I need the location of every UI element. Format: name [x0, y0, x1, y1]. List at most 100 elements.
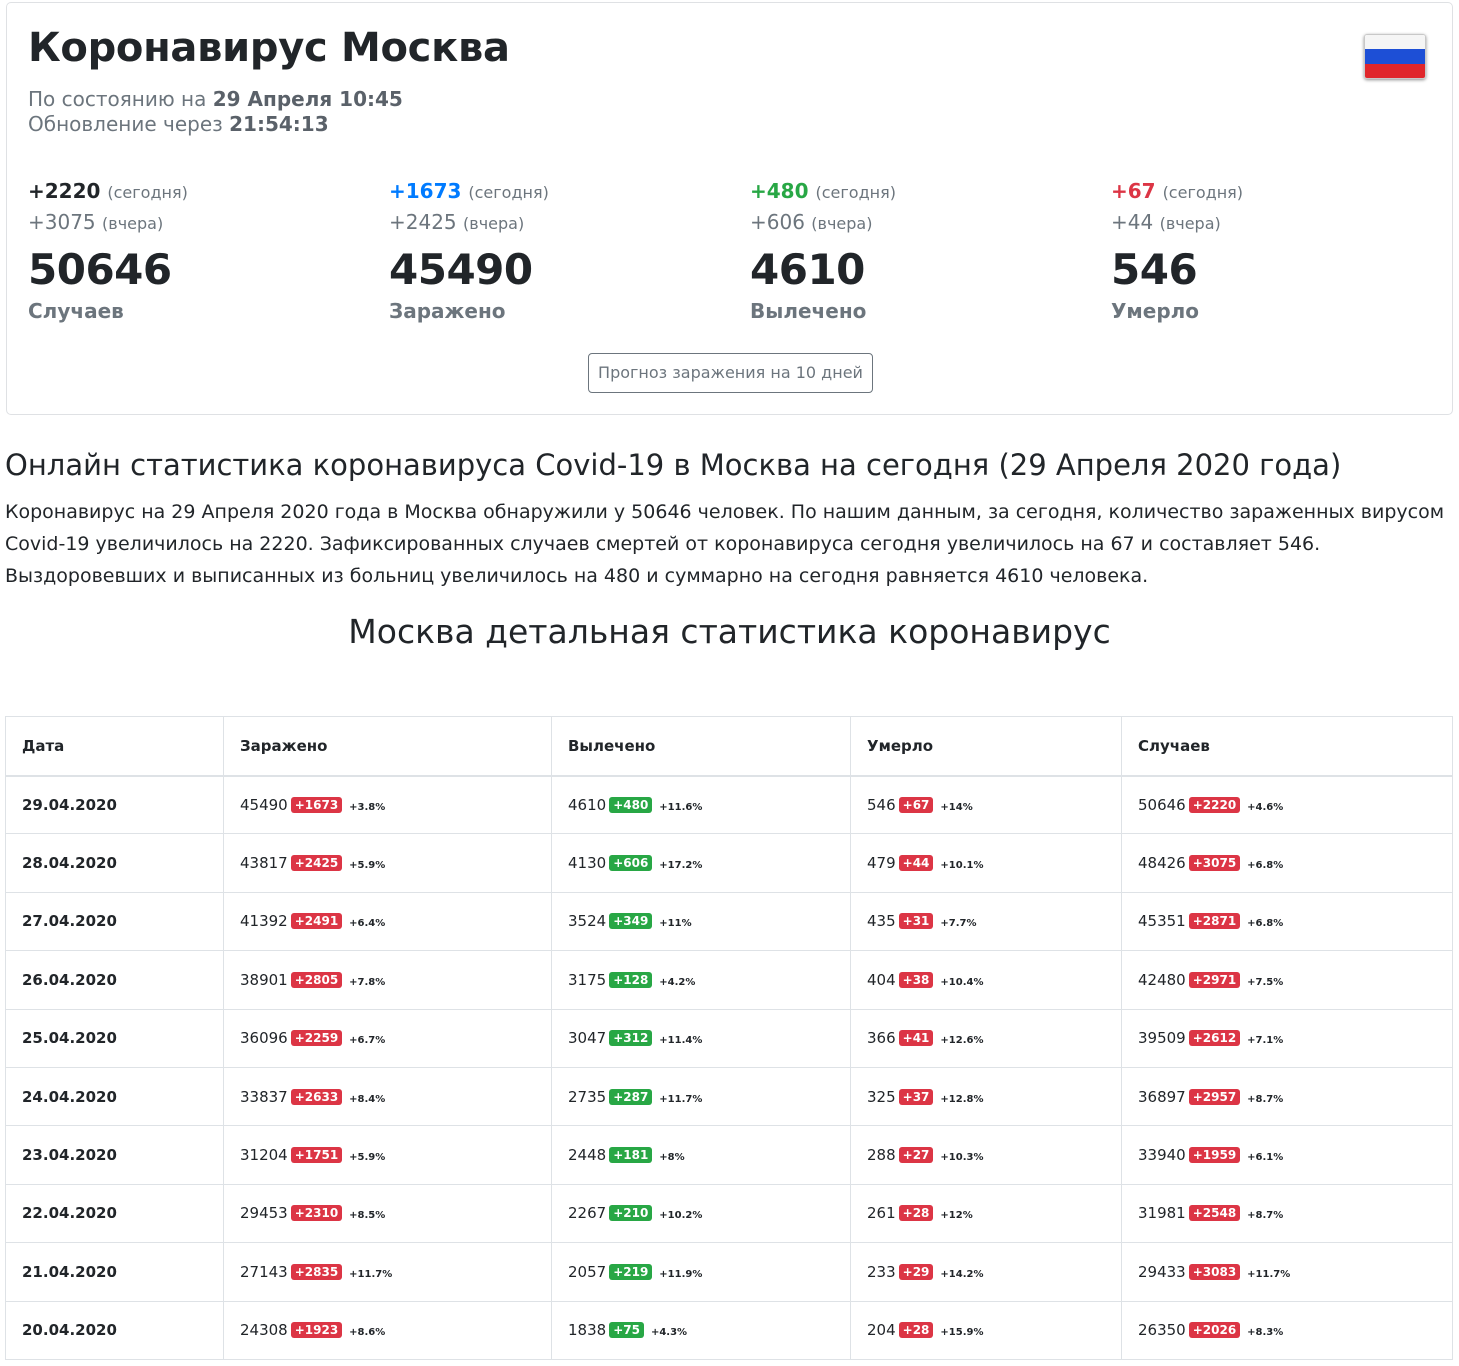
- delta-badge: +312: [609, 1030, 653, 1047]
- cell-deaths: 233 +29 +14.2%: [850, 1242, 1122, 1302]
- cell-infected: 41392 +2491 +6.4%: [223, 891, 552, 952]
- delta-percent: +6.7%: [349, 1035, 386, 1047]
- table-row: 20.04.2020 24308 +1923 +8.6% 1838 +75 +4.3% 204…: [5, 1300, 1453, 1360]
- delta-percent: +15.9%: [940, 1327, 984, 1339]
- forecast-button[interactable]: Прогноз заражения на 10 дней: [588, 353, 873, 393]
- cell-value: 2448: [568, 1146, 607, 1165]
- delta-percent: +5.9%: [349, 860, 386, 872]
- table-row: 24.04.2020 33837 +2633 +8.4% 2735 +287 +11.7% 3…: [5, 1066, 1453, 1127]
- delta-badge: +2220: [1188, 796, 1241, 813]
- cell-value: 33940: [1138, 1146, 1186, 1165]
- cell-date: 21.04.2020: [5, 1242, 224, 1302]
- cell-deaths: 204 +28 +15.9%: [850, 1300, 1122, 1360]
- cell-value: 4610: [568, 795, 607, 814]
- delta-percent: +6.4%: [349, 918, 386, 930]
- delta-badge: +2633: [290, 1088, 343, 1105]
- delta-badge: +41: [898, 1030, 934, 1047]
- cell-recovered: 3175 +128 +4.2%: [551, 950, 851, 1010]
- cell-infected: 43817 +2425 +5.9%: [223, 833, 552, 893]
- stat-label: Заражено: [389, 299, 506, 323]
- cell-date: 22.04.2020: [5, 1183, 224, 1244]
- cell-recovered: 2267 +210 +10.2%: [551, 1183, 851, 1244]
- cell-value: 43817: [240, 854, 288, 873]
- cell-cases: 48426 +3075 +6.8%: [1121, 833, 1453, 893]
- cell-value: 26350: [1138, 1321, 1186, 1340]
- delta-badge: +181: [609, 1147, 653, 1164]
- delta-percent: +6.1%: [1247, 1152, 1284, 1164]
- cell-value: 204: [867, 1321, 896, 1340]
- delta-percent: +8.7%: [1247, 1093, 1284, 1105]
- update-countdown: 21:54:13: [229, 112, 329, 136]
- delta-badge: +219: [609, 1263, 653, 1280]
- cell-cases: 36897 +2957 +8.7%: [1121, 1066, 1453, 1127]
- cell-cases: 29433 +3083 +11.7%: [1121, 1242, 1453, 1302]
- stat-yesterday: +2425 (вчера): [389, 210, 525, 234]
- delta-badge: +28: [898, 1322, 934, 1339]
- cell-deaths: 479 +44 +10.1%: [850, 833, 1122, 893]
- delta-badge: +1673: [290, 796, 343, 813]
- delta-badge: +2957: [1188, 1088, 1241, 1105]
- cell-value: 27143: [240, 1262, 288, 1281]
- delta-percent: +10.2%: [659, 1210, 703, 1222]
- stat-total: 45490: [389, 245, 533, 294]
- cell-cases: 42480 +2971 +7.5%: [1121, 950, 1453, 1010]
- delta-percent: +11.9%: [659, 1268, 703, 1280]
- delta-percent: +11.4%: [659, 1035, 703, 1047]
- delta-badge: +1751: [290, 1147, 343, 1164]
- header-date: Дата: [5, 716, 224, 777]
- delta-badge: +2971: [1188, 971, 1241, 988]
- delta-badge: +480: [609, 796, 653, 813]
- delta-percent: +11.7%: [1247, 1268, 1291, 1280]
- stat-deaths: +67 (сегодня) +44 (вчера) 546 Умерло: [1111, 179, 1451, 323]
- cell-deaths: 366 +41 +12.6%: [850, 1008, 1122, 1068]
- cell-value: 546: [867, 795, 896, 814]
- cell-value: 288: [867, 1146, 896, 1165]
- delta-badge: +29: [898, 1263, 934, 1280]
- delta-badge: +38: [898, 971, 934, 988]
- stat-yesterday: +606 (вчера): [750, 210, 873, 234]
- table-row: 27.04.2020 41392 +2491 +6.4% 3524 +349 +11% 435…: [5, 891, 1453, 952]
- stat-today: +67 (сегодня): [1111, 179, 1244, 203]
- cell-value: 261: [867, 1204, 896, 1223]
- delta-badge: +1923: [290, 1322, 343, 1339]
- cell-value: 41392: [240, 912, 288, 931]
- table-row: 23.04.2020 31204 +1751 +5.9% 2448 +181 +8% 288 +…: [5, 1125, 1453, 1185]
- cell-value: 4130: [568, 854, 607, 873]
- cell-deaths: 288 +27 +10.3%: [850, 1125, 1122, 1185]
- delta-percent: +12%: [940, 1210, 973, 1222]
- delta-percent: +4.2%: [659, 976, 696, 988]
- stat-label: Вылечено: [750, 299, 867, 323]
- delta-percent: +12.6%: [940, 1035, 984, 1047]
- table-row: 29.04.2020 45490 +1673 +3.8% 4610 +480 +11.6% 5…: [5, 774, 1453, 835]
- header-recovered: Вылечено: [551, 716, 851, 777]
- cell-value: 31981: [1138, 1204, 1186, 1223]
- cell-infected: 36096 +2259 +6.7%: [223, 1008, 552, 1068]
- delta-percent: +8.3%: [1247, 1327, 1284, 1339]
- cell-recovered: 1838 +75 +4.3%: [551, 1300, 851, 1360]
- delta-percent: +14%: [940, 801, 973, 813]
- cell-value: 2267: [568, 1204, 607, 1223]
- stat-total: 50646: [28, 245, 172, 294]
- status-prefix: По состоянию на: [28, 87, 207, 111]
- delta-percent: +8.5%: [349, 1210, 386, 1222]
- cell-cases: 31981 +2548 +8.7%: [1121, 1183, 1453, 1244]
- cell-value: 42480: [1138, 970, 1186, 989]
- delta-badge: +349: [609, 913, 653, 930]
- cell-value: 3524: [568, 912, 607, 931]
- cell-cases: 50646 +2220 +4.6%: [1121, 774, 1453, 835]
- delta-percent: +6.8%: [1247, 918, 1284, 930]
- table-title: Москва детальная статистика коронавирус: [348, 612, 1111, 651]
- delta-percent: +4.6%: [1247, 801, 1284, 813]
- cell-cases: 33940 +1959 +6.1%: [1121, 1125, 1453, 1185]
- table-row: 28.04.2020 43817 +2425 +5.9% 4130 +606 +17.2% 4…: [5, 833, 1453, 893]
- cell-deaths: 546 +67 +14%: [850, 774, 1122, 835]
- delta-percent: +5.9%: [349, 1152, 386, 1164]
- delta-percent: +11%: [659, 918, 692, 930]
- cell-value: 366: [867, 1029, 896, 1048]
- cell-value: 24308: [240, 1321, 288, 1340]
- delta-badge: +27: [898, 1147, 934, 1164]
- delta-percent: +7.8%: [349, 976, 386, 988]
- table-row: 22.04.2020 29453 +2310 +8.5% 2267 +210 +10.2% 2…: [5, 1183, 1453, 1244]
- delta-badge: +128: [609, 971, 653, 988]
- cell-value: 479: [867, 854, 896, 873]
